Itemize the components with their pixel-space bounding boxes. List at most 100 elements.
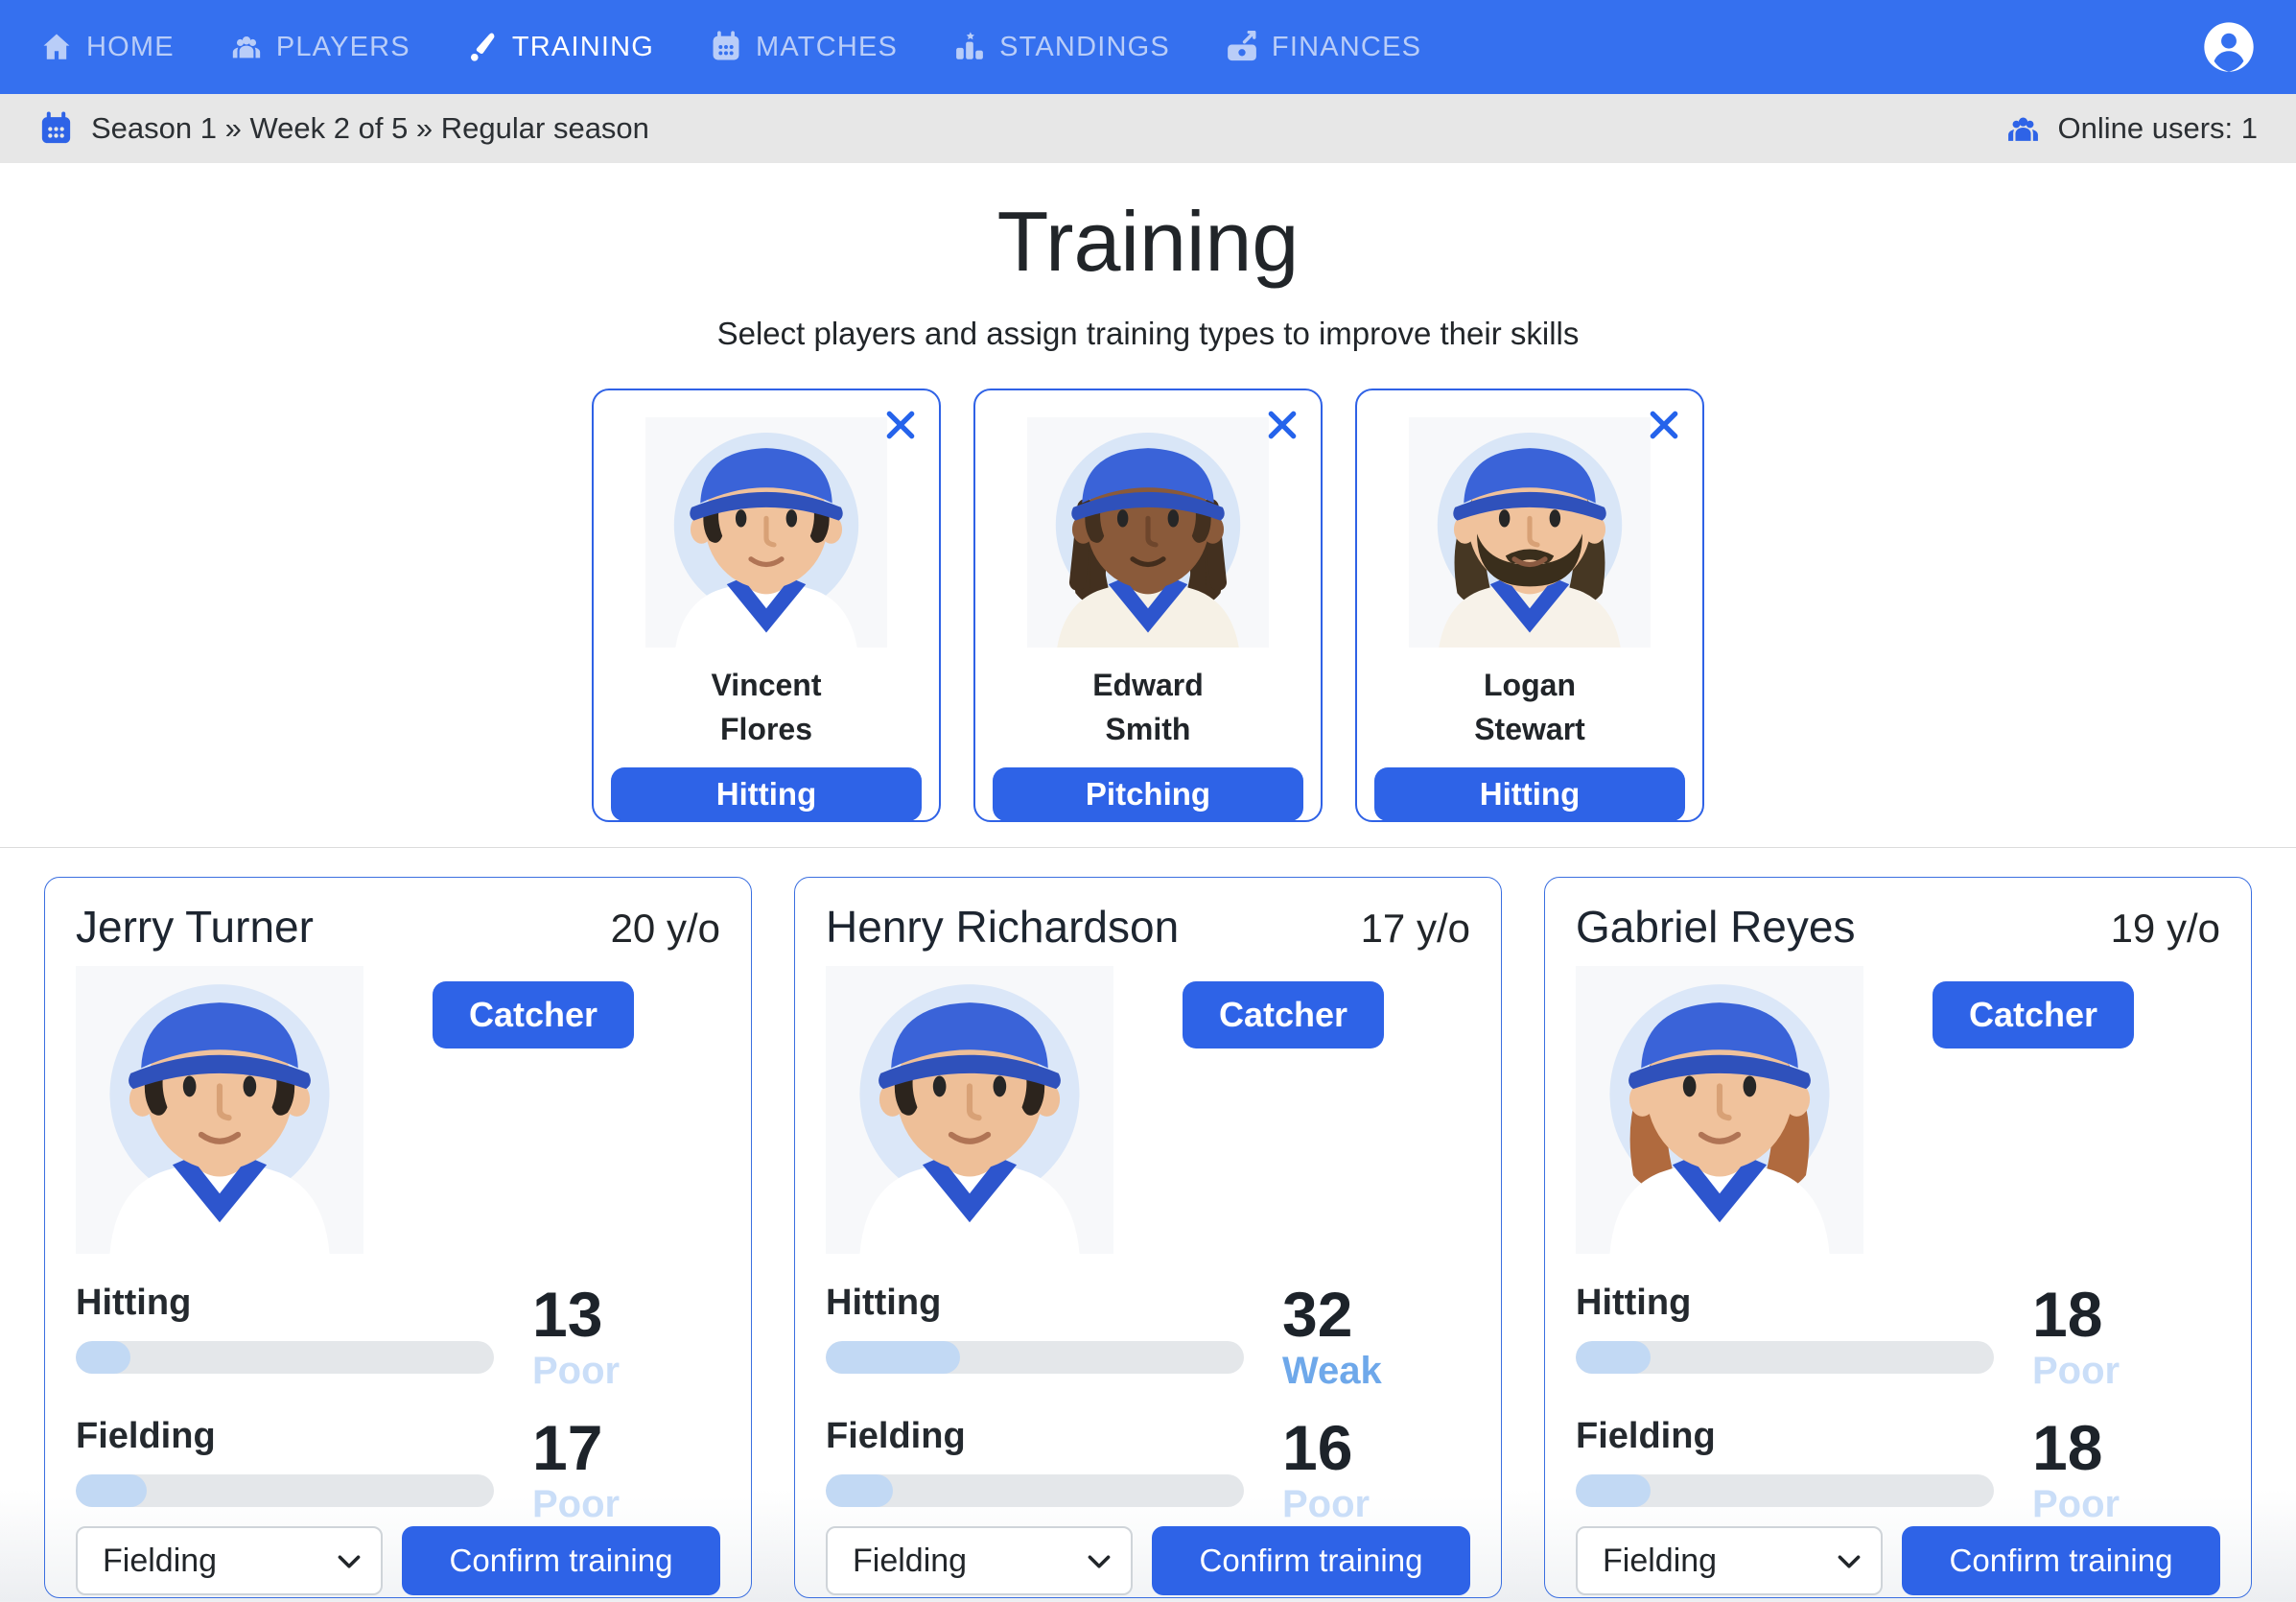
player-card-header: Henry Richardson 17 y/o [826, 901, 1470, 953]
avatar [1409, 416, 1651, 648]
nav-items: HOME PLAYERS TRAINING MATCHES STANDINGS … [40, 31, 1421, 63]
nav-item-finances[interactable]: FINANCES [1226, 31, 1421, 63]
skill-value: 17 [532, 1411, 603, 1483]
skill-rating: Poor [1282, 1482, 1371, 1525]
close-icon[interactable] [1645, 406, 1683, 444]
skill-bar [76, 1473, 494, 1507]
skill-rating: Weak [1282, 1349, 1382, 1392]
skill-row: Fielding 16 Poor [826, 1416, 1470, 1526]
skill-row: Hitting 13 Poor [76, 1283, 720, 1393]
player-name: Gabriel Reyes [1576, 901, 1856, 952]
skill-bar-fill [826, 1473, 893, 1507]
selected-players-row: Vincent Flores Hitting Edward Smith Pitc… [0, 388, 2296, 822]
player-name: Jerry Turner [76, 901, 314, 952]
skill-bar [76, 1340, 494, 1374]
online-users-count: Online users: 1 [2057, 111, 2259, 145]
first-name: Logan [1484, 667, 1576, 702]
player-avatar-illustration [1409, 417, 1651, 648]
training-type-button[interactable]: Hitting [611, 766, 922, 821]
training-type-select[interactable]: Fielding [826, 1525, 1133, 1595]
training-type-select[interactable]: Fielding [76, 1525, 383, 1595]
player-card-body: Catcher [1576, 965, 2220, 1254]
selected-player-name: Logan Stewart [1374, 663, 1685, 752]
selected-player-card: Vincent Flores Hitting [592, 388, 941, 822]
skill-bar-fill [1576, 1473, 1652, 1507]
nav-label-finances: FINANCES [1271, 31, 1422, 62]
skills-section: Hitting 18 Poor Fielding 18 Poor [1576, 1283, 2220, 1526]
calendar-icon [713, 31, 739, 60]
skill-rating: Poor [2032, 1349, 2120, 1392]
player-avatar-illustration [1027, 417, 1269, 648]
home-icon [43, 34, 70, 59]
first-name: Edward [1092, 667, 1204, 702]
player-avatar-illustration [76, 966, 363, 1254]
nav-item-training[interactable]: TRAINING [466, 31, 654, 63]
player-card[interactable]: Henry Richardson 17 y/o Catcher Hitting … [794, 876, 1502, 1598]
last-name: Flores [719, 712, 813, 747]
player-name: Henry Richardson [826, 901, 1180, 952]
confirm-training-button[interactable]: Confirm training [1902, 1525, 2220, 1595]
skill-bar [1576, 1340, 1994, 1374]
skill-bar-fill [76, 1473, 148, 1507]
position-badge: Catcher [433, 980, 635, 1048]
nav-label-players: PLAYERS [275, 31, 410, 62]
confirm-training-button[interactable]: Confirm training [1152, 1525, 1470, 1595]
training-type-button[interactable]: Pitching [993, 766, 1303, 821]
calendar-icon [41, 110, 71, 143]
player-card-header: Jerry Turner 20 y/o [76, 901, 720, 953]
skill-row: Hitting 32 Weak [826, 1283, 1470, 1393]
player-card-footer: Fielding Confirm training [76, 1525, 720, 1595]
training-select-wrap: Fielding [1576, 1525, 1883, 1595]
nav-item-home[interactable]: HOME [40, 31, 175, 63]
player-card-footer: Fielding Confirm training [1576, 1525, 2220, 1595]
nav-item-players[interactable]: PLAYERS [230, 31, 410, 63]
season-breadcrumb-group: Season 1 » Week 2 of 5 » Regular season [38, 110, 649, 147]
section-divider [0, 846, 2296, 848]
status-bar: Season 1 » Week 2 of 5 » Regular season … [0, 94, 2296, 163]
breadcrumb: Season 1 » Week 2 of 5 » Regular season [91, 111, 649, 145]
skill-rating: Poor [2032, 1482, 2120, 1525]
page-subtitle: Select players and assign training types… [716, 315, 1580, 351]
player-card[interactable]: Gabriel Reyes 19 y/o Catcher Hitting 18 … [1544, 876, 2252, 1598]
nav-item-standings[interactable]: STANDINGS [953, 31, 1170, 63]
player-age: 19 y/o [2110, 905, 2220, 951]
avatar [826, 965, 1113, 1254]
selected-player-name: Vincent Flores [611, 663, 922, 752]
player-avatar-illustration [645, 417, 887, 648]
account-icon[interactable] [2202, 20, 2256, 74]
selected-player-card: Edward Smith Pitching [973, 388, 1323, 822]
close-icon[interactable] [1263, 406, 1301, 444]
skill-label: Fielding [826, 1415, 966, 1456]
skill-row: Hitting 18 Poor [1576, 1283, 2220, 1393]
player-card-body: Catcher [826, 965, 1470, 1254]
training-type-select[interactable]: Fielding [1576, 1525, 1883, 1595]
close-icon[interactable] [881, 406, 920, 444]
skill-value: 16 [1282, 1411, 1353, 1483]
skills-section: Hitting 32 Weak Fielding 16 Poor [826, 1283, 1470, 1526]
top-navbar: HOME PLAYERS TRAINING MATCHES STANDINGS … [0, 0, 2296, 94]
player-age: 17 y/o [1360, 905, 1470, 951]
nav-label-matches: MATCHES [756, 31, 899, 62]
skill-bar [1576, 1473, 1994, 1507]
last-name: Stewart [1474, 712, 1585, 747]
finances-icon [1228, 31, 1256, 61]
skill-label: Hitting [1576, 1282, 1692, 1323]
baseball-bat-icon [470, 33, 495, 61]
page-header: Training Select players and assign train… [0, 163, 2296, 352]
skill-label: Hitting [826, 1282, 942, 1323]
standings-icon [956, 32, 983, 59]
avatar [1576, 965, 1863, 1254]
players-icon [232, 35, 260, 59]
page-title: Training [996, 194, 1300, 289]
training-type-button[interactable]: Hitting [1374, 766, 1685, 821]
confirm-training-button[interactable]: Confirm training [402, 1525, 720, 1595]
player-card[interactable]: Jerry Turner 20 y/o Catcher Hitting 13 P… [44, 876, 752, 1598]
nav-item-matches[interactable]: MATCHES [710, 31, 898, 63]
player-avatar-illustration [826, 966, 1113, 1254]
selected-player-name: Edward Smith [993, 663, 1303, 752]
online-users-icon [2007, 116, 2038, 141]
online-users-group: Online users: 1 [2005, 111, 2259, 147]
skill-row: Fielding 17 Poor [76, 1416, 720, 1526]
avatar [645, 416, 887, 648]
player-card-header: Gabriel Reyes 19 y/o [1576, 901, 2220, 953]
